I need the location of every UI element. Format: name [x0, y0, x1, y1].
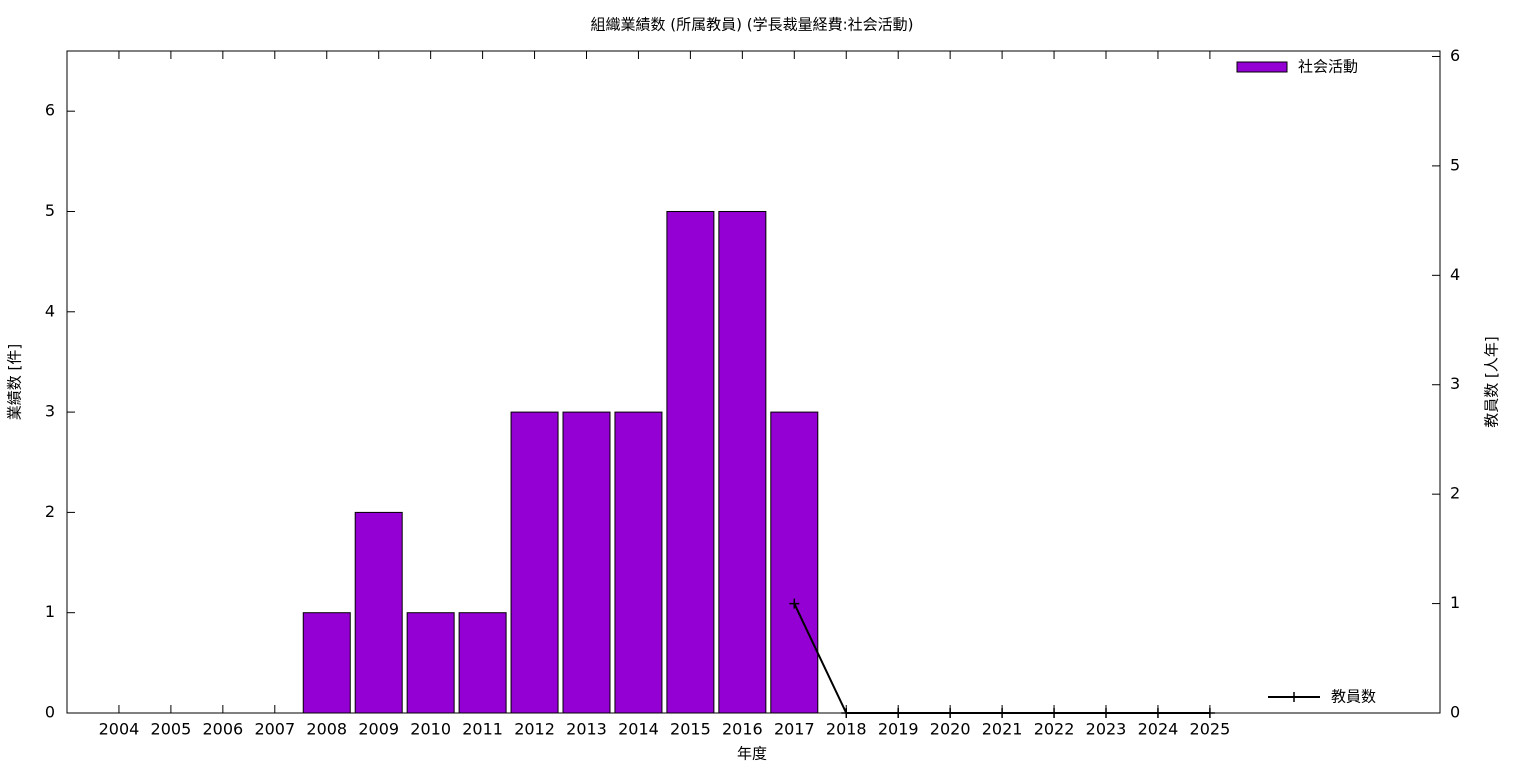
y-tick-label: 3: [45, 402, 55, 421]
bar: [718, 210, 767, 714]
x-tick-label: 2011: [462, 720, 503, 739]
y2-tick-label: 1: [1450, 593, 1460, 612]
y2-tick-label: 4: [1450, 265, 1460, 284]
bar: [770, 411, 819, 714]
legend-label: 社会活動: [1298, 58, 1358, 76]
point: [789, 598, 800, 609]
x-tick-label: 2013: [566, 720, 607, 739]
bar: [666, 210, 715, 714]
x-tick-label: 2008: [306, 720, 347, 739]
bar: [354, 511, 403, 714]
bar: [562, 411, 611, 714]
x-tick-label: 2017: [774, 720, 815, 739]
bar: [406, 612, 455, 714]
x-tick-label: 2022: [1034, 720, 1075, 739]
y-axis-label: 業績数 [件]: [6, 344, 24, 420]
y2-tick-label: 5: [1450, 155, 1460, 174]
x-tick-label: 2023: [1086, 720, 1127, 739]
x-tick-label: 2020: [930, 720, 971, 739]
x-tick-label: 2021: [982, 720, 1023, 739]
x-tick-label: 2018: [826, 720, 867, 739]
y-tick-label: 6: [45, 101, 55, 120]
x-tick-label: 2024: [1138, 720, 1179, 739]
plot-frame: [66, 50, 1441, 714]
y-tick-label: 5: [45, 201, 55, 220]
bar: [458, 612, 507, 714]
bar: [510, 411, 559, 714]
y2-tick-label: 2: [1450, 484, 1460, 503]
x-tick-label: 2007: [254, 720, 295, 739]
x-tick-label: 2016: [722, 720, 763, 739]
x-axis-label: 年度: [737, 745, 767, 763]
y2-axis-label: 教員数 [人年]: [1483, 336, 1501, 427]
legend-swatch: [1236, 61, 1288, 73]
x-tick-label: 2025: [1190, 720, 1231, 739]
y2-tick-label: 6: [1450, 46, 1460, 65]
y2-tick-label: 3: [1450, 374, 1460, 393]
y-tick-label: 0: [45, 703, 55, 722]
y2-tick-label: 0: [1450, 703, 1460, 722]
x-tick-label: 2009: [358, 720, 399, 739]
x-tick-label: 2019: [878, 720, 919, 739]
x-tick-label: 2005: [151, 720, 192, 739]
y-tick-label: 1: [45, 602, 55, 621]
x-tick-label: 2010: [410, 720, 451, 739]
bar: [302, 612, 351, 714]
bar: [614, 411, 663, 714]
x-tick-label: 2015: [670, 720, 711, 739]
x-tick-label: 2012: [514, 720, 555, 739]
x-tick-label: 2006: [202, 720, 243, 739]
y-tick-label: 2: [45, 502, 55, 521]
x-tick-label: 2004: [99, 720, 140, 739]
chart-title: 組織業績数 (所属教員) (学長裁量経費:社会活動): [590, 16, 913, 34]
x-tick-label: 2014: [618, 720, 659, 739]
legend-label: 教員数: [1331, 688, 1376, 706]
y-tick-label: 4: [45, 301, 55, 320]
